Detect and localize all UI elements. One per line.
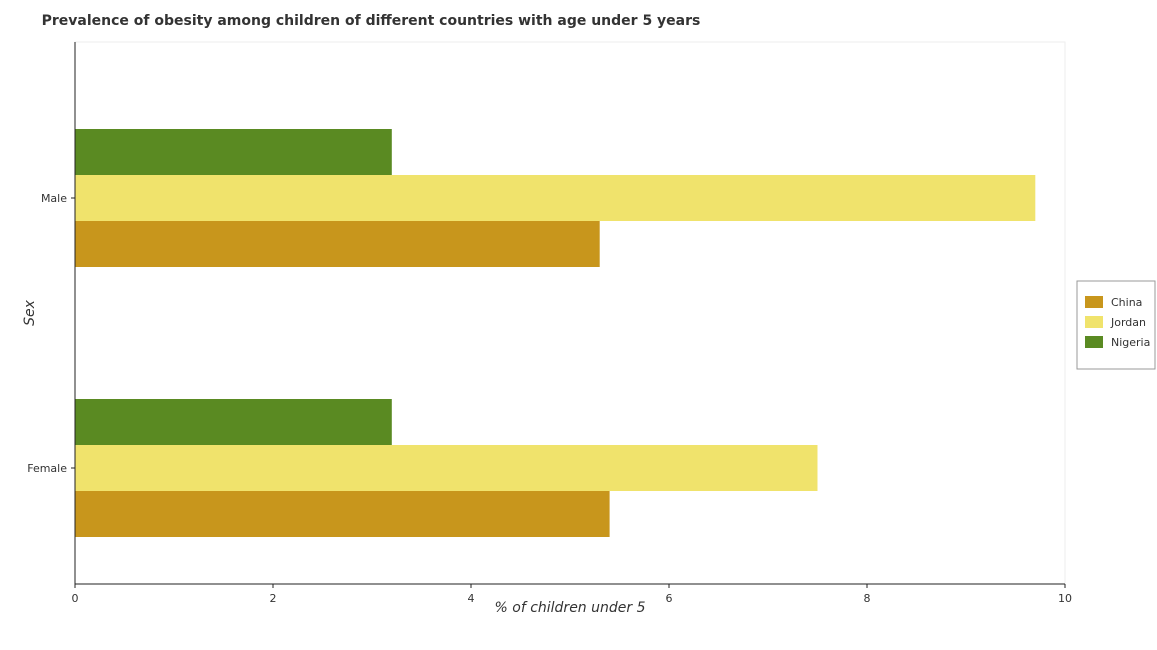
- y-axis-ticks: Female Male: [27, 192, 75, 475]
- bar-jordan-female: [75, 445, 818, 491]
- y-tick-label: Male: [41, 192, 67, 205]
- bar-china-male: [75, 221, 600, 267]
- bar-nigeria-female: [75, 399, 392, 445]
- chart-title: Prevalence of obesity among children of …: [42, 13, 701, 29]
- x-tick-label: 2: [270, 592, 277, 605]
- bar-china-female: [75, 491, 610, 537]
- x-axis-label: % of children under 5: [495, 600, 646, 616]
- legend-label-china: China: [1111, 296, 1142, 309]
- bar-nigeria-male: [75, 129, 392, 175]
- bar-jordan-male: [75, 175, 1036, 221]
- legend-swatch-jordan: [1085, 316, 1103, 328]
- x-axis-ticks: 0 2 4 6 8 10: [72, 584, 1072, 605]
- legend-swatch-china: [1085, 296, 1103, 308]
- x-tick-label: 8: [864, 592, 871, 605]
- x-tick-label: 4: [468, 592, 475, 605]
- legend-label-nigeria: Nigeria: [1111, 336, 1150, 349]
- y-axis-label: Sex: [22, 299, 38, 326]
- x-tick-label: 10: [1058, 592, 1072, 605]
- legend-label-jordan: Jordan: [1110, 316, 1146, 329]
- bars-group: [75, 129, 1036, 537]
- x-tick-label: 6: [666, 592, 673, 605]
- legend: China Jordan Nigeria: [1076, 280, 1156, 370]
- y-tick-label: Female: [27, 462, 67, 475]
- x-tick-label: 0: [72, 592, 79, 605]
- legend-swatch-nigeria: [1085, 336, 1103, 348]
